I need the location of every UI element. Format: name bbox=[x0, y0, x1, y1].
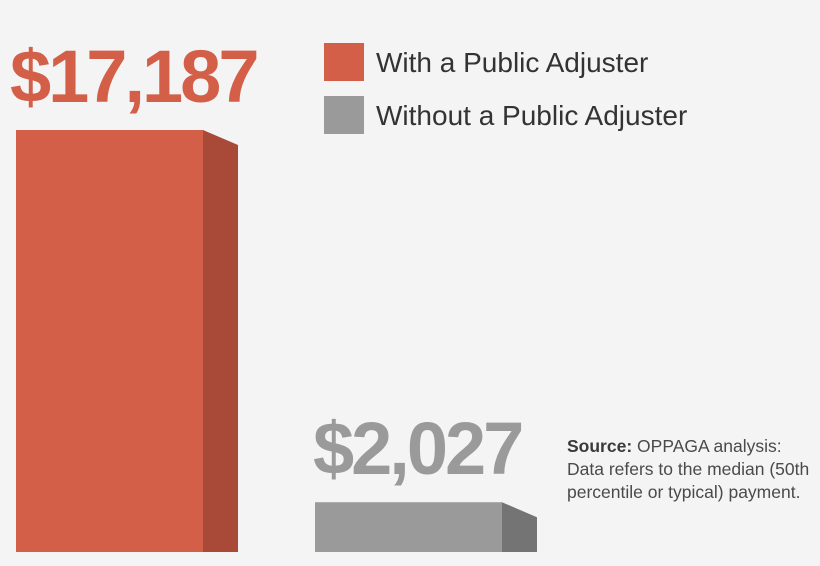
value-label-with-adjuster: $17,187 bbox=[10, 35, 257, 118]
source-label: Source: bbox=[567, 436, 633, 456]
bar-side-with-adjuster bbox=[203, 130, 238, 552]
bar-with-adjuster bbox=[16, 130, 203, 552]
legend-label-with-adjuster: With a Public Adjuster bbox=[376, 47, 648, 78]
source-text: OPPAGA analysis: bbox=[637, 436, 782, 456]
source-note: Source: OPPAGA analysis: Data refers to … bbox=[567, 435, 817, 504]
legend: With a Public Adjuster Without a Public … bbox=[324, 43, 687, 134]
value-labels-group: $17,187 $2,027 bbox=[10, 35, 524, 490]
bar-side-without-adjuster bbox=[502, 502, 537, 552]
bar-without-adjuster bbox=[315, 502, 502, 552]
source-body: Data refers to the median (50th percenti… bbox=[567, 459, 810, 502]
value-label-without-adjuster: $2,027 bbox=[313, 407, 521, 490]
bars-group bbox=[16, 130, 537, 552]
legend-swatch-with-adjuster bbox=[324, 43, 364, 81]
legend-label-without-adjuster: Without a Public Adjuster bbox=[376, 100, 687, 131]
legend-swatch-without-adjuster bbox=[324, 96, 364, 134]
